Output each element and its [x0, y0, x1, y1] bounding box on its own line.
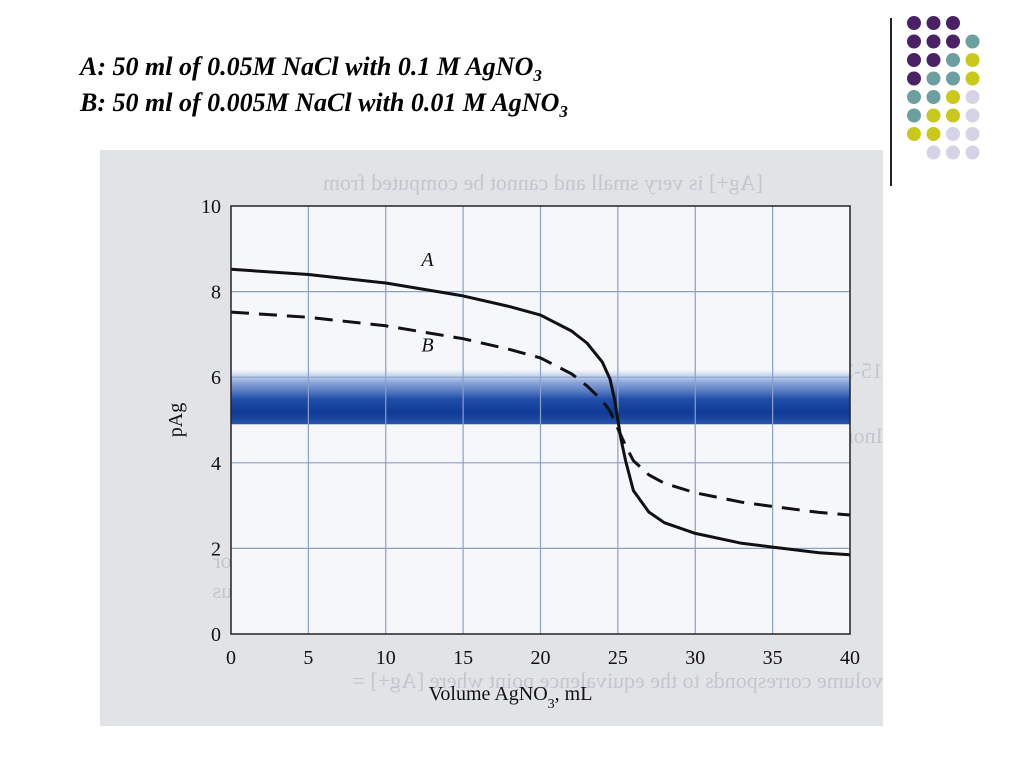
series-lines	[230, 267, 851, 557]
decorative-dot	[907, 127, 921, 141]
x-tick-label: 40	[840, 647, 860, 669]
decorative-dot	[907, 71, 921, 86]
decorative-dot	[965, 127, 980, 141]
x-tick-label: 30	[685, 647, 705, 669]
decorative-dot	[946, 71, 960, 86]
decorative-dot	[907, 16, 921, 30]
decorative-dot	[946, 108, 960, 123]
vertical-divider	[890, 18, 892, 186]
y-tick-label: 6	[211, 367, 221, 389]
scanned-figure: [Ag+] is very small and cannot be comput…	[100, 150, 883, 726]
decorative-dot	[965, 34, 980, 49]
decorative-dot	[965, 71, 980, 86]
decorative-dot	[946, 90, 960, 104]
x-tick-label: 25	[608, 647, 628, 669]
decorative-dot	[926, 16, 941, 30]
decorative-dot	[907, 108, 921, 123]
y-tick-labels: 0 2 4 6 8 10	[201, 196, 221, 646]
x-tick-label: 10	[376, 647, 396, 669]
y-tick-label: 2	[211, 538, 221, 560]
y-tick-label: 4	[211, 453, 221, 475]
x-tick-label: 15	[453, 647, 473, 669]
decorative-dot	[946, 53, 960, 67]
title-line-b: B: 50 ml of 0.005M NaCl with 0.01 M AgNO…	[80, 88, 568, 122]
x-axis-label: Volume AgNO3, mL	[429, 683, 593, 712]
series-label-a: A	[419, 249, 434, 271]
decorative-dot	[946, 34, 960, 49]
y-tick-label: 10	[201, 196, 221, 218]
decorative-dot	[965, 90, 980, 104]
decorative-dot	[907, 53, 921, 67]
decorative-dot	[946, 16, 960, 30]
decorative-dot	[965, 145, 980, 160]
grid-lines	[231, 206, 850, 634]
decorative-dot	[926, 145, 941, 160]
y-tick-label: 8	[211, 282, 221, 304]
decorative-dot	[926, 127, 941, 141]
series-label-b: B	[421, 335, 433, 357]
decorative-dot	[946, 127, 960, 141]
series-line-a	[230, 267, 851, 557]
y-axis-label: pAg	[165, 403, 187, 437]
background-text-line: volume corresponds to the equivalence po…	[352, 668, 883, 693]
background-text-line: [Ag+] is very small and cannot be comput…	[323, 170, 763, 195]
series-labels: AB	[419, 249, 434, 357]
y-tick-label: 0	[211, 624, 221, 646]
decorative-dot	[926, 90, 941, 104]
decorative-dot	[926, 108, 941, 123]
x-tick-label: 0	[226, 647, 236, 669]
decorative-dot	[965, 53, 980, 67]
plot-frame	[230, 205, 851, 635]
decorative-dot-grid	[907, 16, 980, 160]
decorative-dot	[926, 34, 941, 49]
series-line-b	[230, 310, 851, 517]
decorative-dot	[965, 108, 980, 123]
decorative-dot	[926, 71, 941, 86]
decorative-dot	[926, 53, 941, 67]
x-tick-label: 20	[531, 647, 551, 669]
decorative-dot	[907, 90, 921, 104]
title-line-a: A: 50 ml of 0.05M NaCl with 0.1 M AgNO3	[80, 52, 542, 86]
x-tick-label: 35	[763, 647, 783, 669]
decorative-dot	[907, 34, 921, 49]
x-tick-labels: 0 5 10 15 20 25 30 35 40	[226, 647, 860, 669]
decorative-dot	[946, 145, 960, 160]
x-tick-label: 5	[303, 647, 313, 669]
titration-chart: [Ag+] is very small and cannot be comput…	[165, 170, 883, 712]
